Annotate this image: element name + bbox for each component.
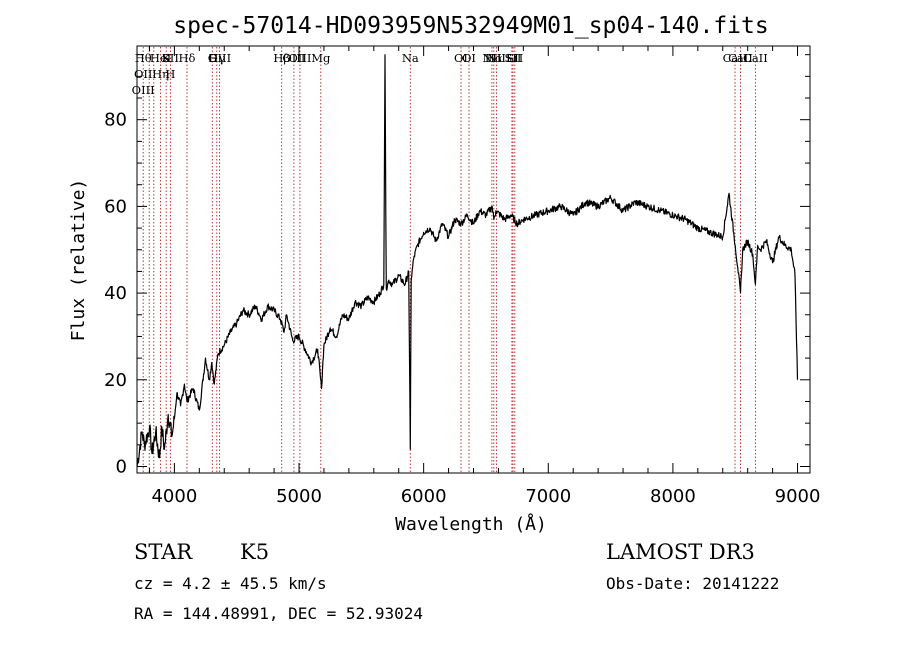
obs-date: Obs-Date: 20141222 — [606, 574, 780, 593]
line-label-15-0: OI — [454, 51, 468, 65]
x-tick-label-4: 8000 — [650, 486, 696, 507]
y-tick-label-0: 0 — [116, 456, 127, 477]
line-label-3-0: HeI — [150, 51, 171, 65]
x-axis: 4000 5000 6000 7000 8000 9000 — [148, 46, 821, 507]
line-label-14-0: Na — [402, 51, 419, 65]
y-tick-label-3: 60 — [104, 196, 127, 217]
line-label-21-0: SII — [505, 51, 522, 65]
x-tick-label-5: 9000 — [775, 486, 821, 507]
spectrum-series-line — [136, 54, 799, 467]
line-label-18-0: Hα — [485, 51, 503, 65]
y-tick-label-4: 80 — [104, 110, 127, 131]
line-label-25-0: CaII — [743, 51, 768, 65]
plot-frame — [136, 45, 811, 474]
line-label-22-0: SII — [506, 51, 523, 65]
line-label-3-1: Hη — [152, 67, 169, 81]
line-label-16-0: OI — [462, 51, 476, 65]
y-tick-label-1: 20 — [104, 370, 127, 391]
spectral-subclass: K5 — [240, 540, 270, 564]
line-label-12-0: OIII — [288, 51, 311, 65]
y-axis: 0 20 40 60 80 — [104, 54, 810, 477]
survey-name: LAMOST DR3 — [606, 540, 755, 564]
line-label-23-0: CaII — [723, 51, 748, 65]
line-label-6-0: Hδ — [179, 51, 196, 65]
line-label-20-0: Li — [506, 51, 518, 65]
line-label-9-0: OIII — [208, 51, 231, 65]
object-type: STAR — [134, 540, 193, 564]
chart-title: spec-57014-HD093959N532949M01_sp04-140.f… — [173, 13, 768, 39]
line-label-5-0: SII — [162, 51, 179, 65]
y-tick-label-2: 40 — [104, 283, 127, 304]
line-label-4-0: K — [162, 51, 171, 65]
line-label-5-1: H — [165, 67, 175, 81]
spectral-line-markers — [142, 47, 756, 472]
coordinates-readout: RA = 144.48991, DEC = 52.93024 — [134, 604, 423, 623]
x-tick-label-1: 5000 — [276, 486, 322, 507]
x-tick-label-3: 7000 — [525, 486, 571, 507]
line-label-19-0: NII — [487, 51, 506, 65]
redshift-readout: cz = 4.2 ± 45.5 km/s — [134, 574, 327, 593]
line-label-24-0: CaII — [728, 51, 753, 65]
line-label-0-1: OII — [134, 67, 153, 81]
x-tick-label-2: 6000 — [401, 486, 447, 507]
line-label-11-0: OIII — [282, 51, 305, 65]
line-label-7-0: G — [208, 51, 217, 65]
x-tick-label-0: 4000 — [151, 486, 197, 507]
line-label-8-0: Hγ — [208, 51, 225, 65]
x-axis-label: Wavelength (Å) — [395, 513, 547, 535]
y-axis-label: Flux (relative) — [68, 179, 89, 342]
line-label-10-0: Hβ — [273, 51, 290, 65]
line-label-13-0: Mg — [311, 51, 331, 65]
line-label-0-2: OIII — [132, 83, 155, 97]
line-label-17-0: NII — [482, 51, 501, 65]
